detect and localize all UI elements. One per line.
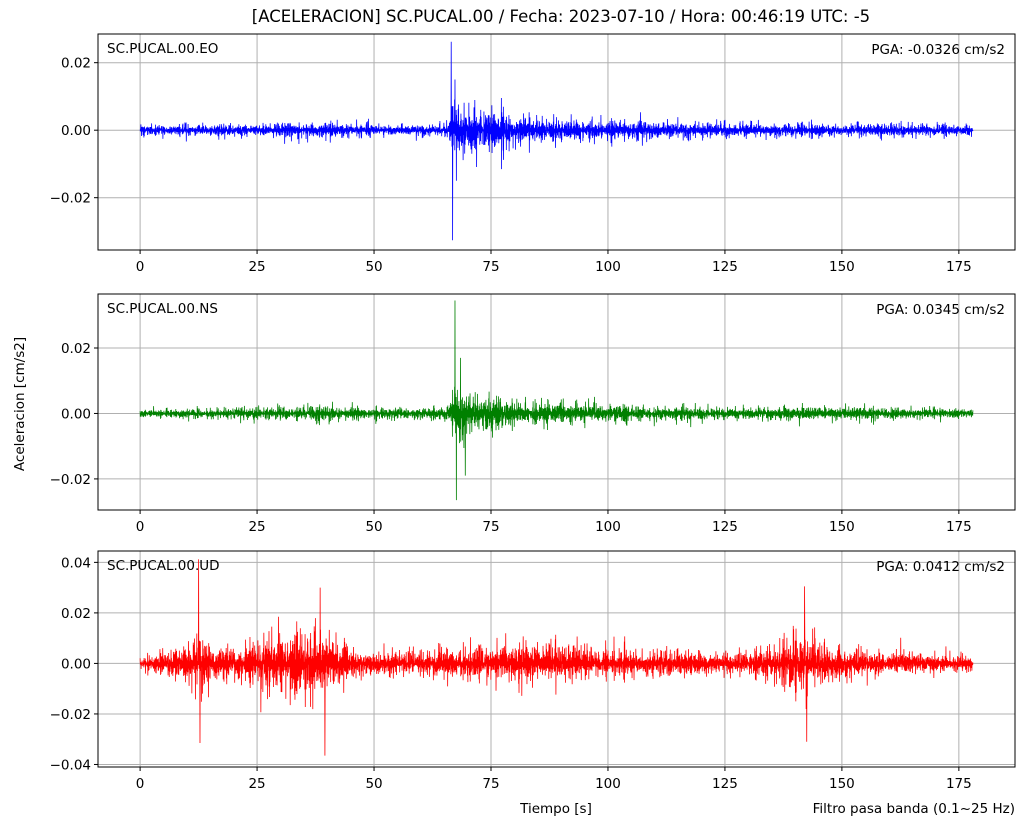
x-tick-label: 150	[829, 776, 855, 792]
signal-trace	[139, 559, 974, 756]
y-tick-label: 0.00	[61, 123, 91, 139]
y-tick-label: 0.00	[61, 406, 91, 422]
channel-label: SC.PUCAL.00.EO	[107, 41, 218, 57]
x-tick-label: 0	[136, 519, 145, 535]
pga-annotation: PGA: 0.0412 cm/s2	[876, 559, 1005, 575]
filter-footnote: Filtro pasa banda (0.1~25 Hz)	[813, 801, 1015, 817]
pga-annotation: PGA: -0.0326 cm/s2	[871, 42, 1005, 58]
x-tick-label: 150	[829, 519, 855, 535]
y-tick-label: −0.02	[50, 707, 91, 723]
x-tick-label: 75	[482, 259, 499, 275]
x-tick-label: 0	[136, 259, 145, 275]
x-tick-label: 175	[946, 776, 972, 792]
signal-trace	[139, 300, 974, 501]
panel-SC.PUCAL.00.NS: 0 25 50 75 100 125 150 175 −0.02 0.00 0.02 SC.PUCAL…	[50, 293, 1016, 535]
x-tick-label: 150	[829, 259, 855, 275]
y-tick-label: −0.04	[50, 757, 91, 773]
panels: 0 25 50 75 100 125 150 175 −0.02 0.00 0.02 SC.PUCAL…	[50, 33, 1016, 792]
plot-area	[98, 294, 1015, 510]
channel-label: SC.PUCAL.00.UD	[107, 558, 220, 574]
y-axis-label: Aceleracion [cm/s2]	[12, 337, 28, 471]
plot-area	[98, 34, 1015, 250]
pga-annotation: PGA: 0.0345 cm/s2	[876, 302, 1005, 318]
y-tick-label: 0.02	[61, 56, 91, 72]
channel-label: SC.PUCAL.00.NS	[107, 301, 218, 317]
x-tick-label: 100	[595, 519, 621, 535]
x-tick-label: 0	[136, 776, 145, 792]
x-tick-label: 50	[365, 776, 382, 792]
y-tick-label: −0.02	[50, 472, 91, 488]
x-tick-label: 75	[482, 519, 499, 535]
x-tick-label: 25	[248, 776, 265, 792]
axes-frame	[97, 293, 1016, 511]
y-tick-label: 0.02	[61, 341, 91, 357]
x-tick-label: 25	[248, 519, 265, 535]
panel-SC.PUCAL.00.UD: 0 25 50 75 100 125 150 175 −0.04 −0.02 0.00 0.02 0.0…	[50, 550, 1016, 792]
x-tick-label: 175	[946, 259, 972, 275]
x-tick-label: 50	[365, 259, 382, 275]
panel-SC.PUCAL.00.EO: 0 25 50 75 100 125 150 175 −0.02 0.00 0.02 SC.PUCAL…	[50, 33, 1016, 275]
x-tick-label: 100	[595, 776, 621, 792]
x-tick-label: 50	[365, 519, 382, 535]
y-tick-label: 0.04	[61, 555, 91, 571]
figure-title: [ACELERACION] SC.PUCAL.00 / Fecha: 2023-…	[252, 7, 870, 26]
x-tick-label: 25	[248, 259, 265, 275]
x-axis-label: Tiempo [s]	[519, 801, 592, 817]
y-tick-label: −0.02	[50, 191, 91, 207]
x-tick-label: 175	[946, 519, 972, 535]
x-tick-label: 125	[712, 259, 738, 275]
signal-trace	[139, 41, 974, 241]
axes-frame	[97, 33, 1016, 251]
x-tick-label: 75	[482, 776, 499, 792]
x-tick-label: 100	[595, 259, 621, 275]
y-tick-label: 0.02	[61, 606, 91, 622]
y-tick-label: 0.00	[61, 656, 91, 672]
x-tick-label: 125	[712, 776, 738, 792]
x-tick-label: 125	[712, 519, 738, 535]
axes-frame	[97, 550, 1016, 768]
